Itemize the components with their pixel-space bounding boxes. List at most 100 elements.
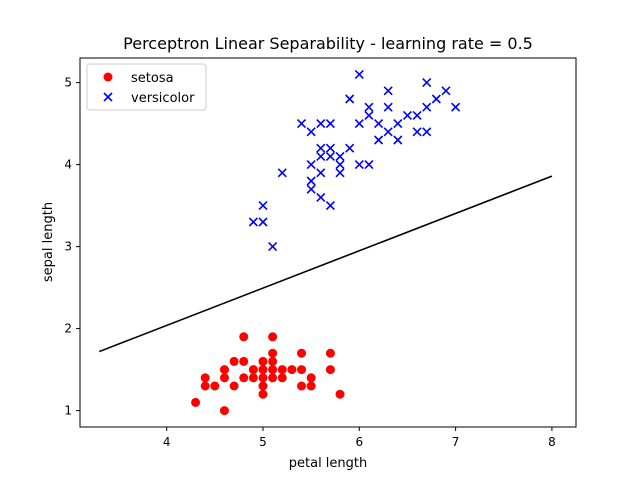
setosa-point	[277, 373, 287, 383]
setosa-point	[229, 381, 239, 391]
versicolor-point	[393, 119, 403, 129]
versicolor-point	[354, 69, 364, 79]
setosa-point	[297, 381, 307, 391]
versicolor-point	[306, 176, 316, 186]
versicolor-point	[258, 201, 268, 211]
versicolor-point	[316, 151, 326, 161]
versicolor-point	[345, 143, 355, 153]
versicolor-point	[412, 110, 422, 120]
x-marker-stroke	[306, 176, 316, 186]
versicolor-point	[316, 192, 326, 202]
x-marker-stroke	[402, 110, 413, 120]
x-marker-stroke	[383, 102, 393, 112]
y-tick-label: 2	[64, 322, 72, 336]
y-axis-title: sepal length	[41, 202, 56, 282]
setosa-point	[287, 365, 297, 375]
x-tick-label: 8	[548, 435, 556, 449]
x-marker-stroke	[422, 102, 432, 112]
x-marker-stroke	[383, 127, 393, 137]
versicolor-point	[412, 127, 422, 137]
setosa-point	[325, 348, 335, 358]
x-tick-label: 5	[259, 435, 267, 449]
x-marker-stroke	[373, 135, 384, 145]
axes: 4 5 6 7 8 1 2 3 4 5	[64, 76, 555, 449]
setosa-point	[268, 373, 278, 383]
x-marker-stroke	[103, 92, 113, 102]
y-tick-label: 4	[64, 158, 72, 172]
x-tick-label: 7	[452, 435, 460, 449]
plot-frame	[79, 57, 577, 428]
x-marker-stroke	[306, 160, 316, 170]
setosa-point	[277, 365, 287, 375]
x-marker-stroke	[296, 119, 307, 129]
versicolor-point	[258, 217, 268, 227]
versicolor-point	[325, 201, 335, 211]
x-marker-stroke	[412, 110, 422, 120]
x-marker-stroke	[345, 143, 355, 153]
x-marker-stroke	[354, 160, 364, 170]
versicolor-point	[306, 160, 316, 170]
x-marker-stroke	[431, 94, 441, 104]
x-marker-stroke	[422, 78, 432, 88]
x-marker-stroke	[393, 119, 403, 129]
x-marker-stroke	[325, 201, 335, 211]
setosa-point	[268, 348, 278, 358]
setosa-point	[268, 365, 278, 375]
versicolor-point	[316, 168, 326, 178]
versicolor-point	[306, 127, 316, 137]
versicolor-point	[364, 102, 374, 112]
x-marker-stroke	[325, 143, 335, 153]
setosa-point	[268, 332, 278, 342]
versicolor-point	[431, 94, 441, 104]
versicolor-point	[422, 127, 432, 137]
setosa-point	[248, 373, 258, 383]
versicolor-point	[306, 184, 316, 194]
x-marker-stroke	[335, 160, 345, 170]
versicolor-point	[422, 102, 432, 112]
plot-area	[98, 69, 553, 416]
versicolor-point	[451, 102, 461, 112]
setosa-point	[191, 397, 201, 407]
setosa-point	[335, 389, 345, 399]
x-marker-stroke	[422, 127, 432, 137]
y-tick-label: 3	[64, 240, 72, 254]
x-marker-stroke	[451, 102, 461, 112]
chart-title: Perceptron Linear Separability - learnin…	[123, 34, 533, 53]
x-marker-stroke	[335, 168, 345, 178]
versicolor-point	[441, 86, 451, 96]
versicolor-point	[335, 151, 345, 161]
legend: setosa versicolor	[86, 63, 207, 111]
versicolor-point	[325, 143, 335, 153]
versicolor-point	[345, 94, 355, 104]
legend-marker-versicolor	[103, 92, 113, 102]
versicolor-point	[248, 217, 258, 227]
legend-box	[86, 63, 207, 111]
x-marker-stroke	[373, 119, 384, 129]
x-marker-stroke	[412, 127, 422, 137]
setosa-point	[219, 406, 229, 416]
setosa-point	[325, 365, 335, 375]
x-marker-stroke	[277, 168, 287, 178]
versicolor-point	[393, 135, 403, 145]
setosa-point	[297, 348, 307, 358]
versicolor-point	[354, 119, 364, 129]
x-marker-stroke	[325, 151, 335, 161]
x-marker-stroke	[383, 86, 393, 96]
x-marker-stroke	[316, 151, 326, 161]
legend-label-versicolor: versicolor	[131, 91, 195, 106]
x-marker-stroke	[316, 192, 326, 202]
x-marker-stroke	[441, 86, 451, 96]
legend-marker-setosa	[103, 72, 113, 82]
versicolor-point	[316, 119, 326, 129]
legend-label-setosa: setosa	[131, 71, 174, 86]
setosa-point	[219, 365, 229, 375]
setosa-point	[258, 373, 268, 383]
x-marker-stroke	[364, 102, 374, 112]
versicolor-point	[335, 168, 345, 178]
x-marker-stroke	[306, 127, 316, 137]
x-marker-stroke	[306, 184, 316, 194]
versicolor-point	[383, 127, 393, 137]
versicolor-point	[364, 110, 374, 120]
setosa-point	[200, 381, 210, 391]
